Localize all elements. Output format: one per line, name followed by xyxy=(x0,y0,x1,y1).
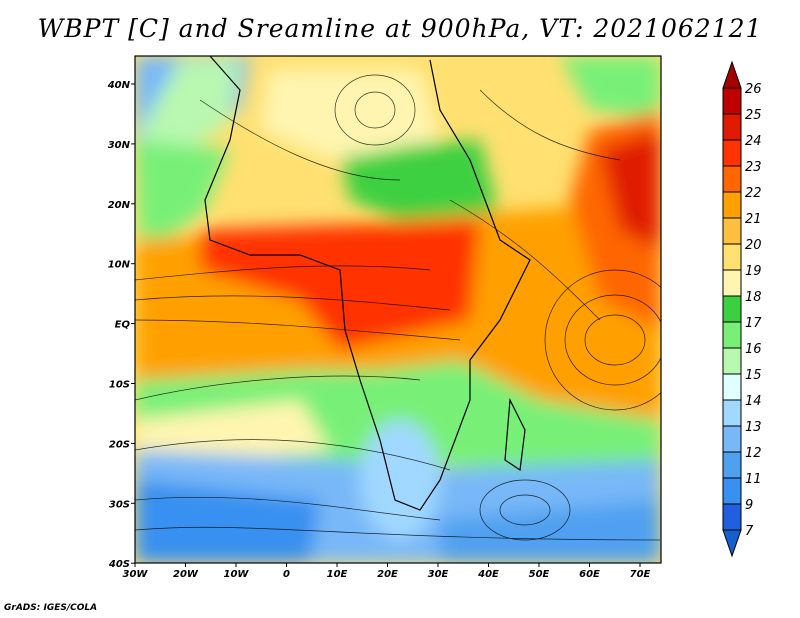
y-tick-label: 40N xyxy=(107,80,131,91)
y-tick-label: 10N xyxy=(108,260,131,271)
x-tick-label: 20W xyxy=(173,569,199,580)
y-tick-label: EQ xyxy=(115,320,131,331)
colorbar-bin xyxy=(722,191,742,219)
y-tick-label: 10S xyxy=(109,380,130,391)
colorbar-bin xyxy=(722,113,742,141)
colorbar-label: 20 xyxy=(745,238,762,253)
x-tick-label: 70E xyxy=(630,569,651,580)
colorbar-label: 25 xyxy=(745,108,762,123)
figure-title: WBPT [C] and Sreamline at 900hPa, VT: 20… xyxy=(37,14,763,43)
y-axis-ticks: 40N 30N 20N 10N EQ 10S 20S 30S 40S xyxy=(107,80,135,570)
colorbar-bin xyxy=(722,217,742,245)
colorbar-bin xyxy=(722,347,742,375)
colorbar-bin xyxy=(722,373,742,401)
colorbar-label: 7 xyxy=(745,524,754,539)
colorbar-label: 15 xyxy=(745,368,762,383)
colorbar-bin xyxy=(722,451,742,479)
colorbar-bin xyxy=(722,295,742,323)
colorbar-bin xyxy=(722,87,742,115)
colorbar-label: 11 xyxy=(745,472,762,487)
coastlines xyxy=(204,56,531,511)
x-tick-label: 0 xyxy=(283,569,290,580)
colorbar-label: 24 xyxy=(745,134,762,149)
x-axis-ticks: 30W 20W 10W 0 10E 20E 30E 40E 50E 60E 70E xyxy=(123,563,651,580)
colorbar-bin xyxy=(722,269,742,297)
colorbar-label: 17 xyxy=(745,316,762,331)
colorbar-label: 14 xyxy=(745,394,762,409)
colorbar-label: 13 xyxy=(745,420,762,435)
colorbar: 26 25 24 23 22 21 20 19 18 17 16 15 14 13 12 11 9 7 xyxy=(722,60,762,558)
grads-credit: GrADS: IGES/COLA xyxy=(4,603,98,613)
x-tick-label: 30W xyxy=(123,569,149,580)
colorbar-bin xyxy=(722,321,742,349)
y-tick-label: 40S xyxy=(108,559,130,570)
y-tick-label: 20N xyxy=(108,200,131,211)
x-tick-label: 60E xyxy=(579,569,600,580)
colorbar-label: 26 xyxy=(745,82,762,97)
colorbar-bin xyxy=(722,165,742,193)
colorbar-bottom-arrow xyxy=(722,529,742,558)
wbpt-shading xyxy=(135,56,661,563)
colorbar-top-arrow xyxy=(722,60,742,89)
map-frame xyxy=(134,55,662,564)
x-tick-label: 20E xyxy=(377,569,398,580)
colorbar-label: 21 xyxy=(745,212,762,227)
colorbar-label: 22 xyxy=(745,186,762,201)
colorbar-bin xyxy=(722,477,742,505)
colorbar-label: 18 xyxy=(745,290,762,305)
colorbar-bin xyxy=(722,243,742,271)
colorbar-bin xyxy=(722,503,742,531)
x-tick-label: 30E xyxy=(428,569,449,580)
colorbar-bin xyxy=(722,399,742,427)
colorbar-label: 19 xyxy=(745,264,762,279)
y-tick-label: 20S xyxy=(109,439,130,450)
streamlines xyxy=(135,74,661,541)
colorbar-label: 23 xyxy=(745,160,762,175)
y-tick-label: 30N xyxy=(108,140,131,151)
colorbar-label: 12 xyxy=(745,446,762,461)
y-tick-label: 30S xyxy=(109,499,130,510)
x-tick-label: 10W xyxy=(224,569,250,580)
x-tick-label: 10E xyxy=(327,569,348,580)
colorbar-label: 16 xyxy=(745,342,762,357)
x-tick-label: 50E xyxy=(529,569,550,580)
colorbar-label: 9 xyxy=(745,498,753,513)
colorbar-bin xyxy=(722,425,742,453)
colorbar-bin xyxy=(722,139,742,167)
x-tick-label: 40E xyxy=(477,569,499,580)
